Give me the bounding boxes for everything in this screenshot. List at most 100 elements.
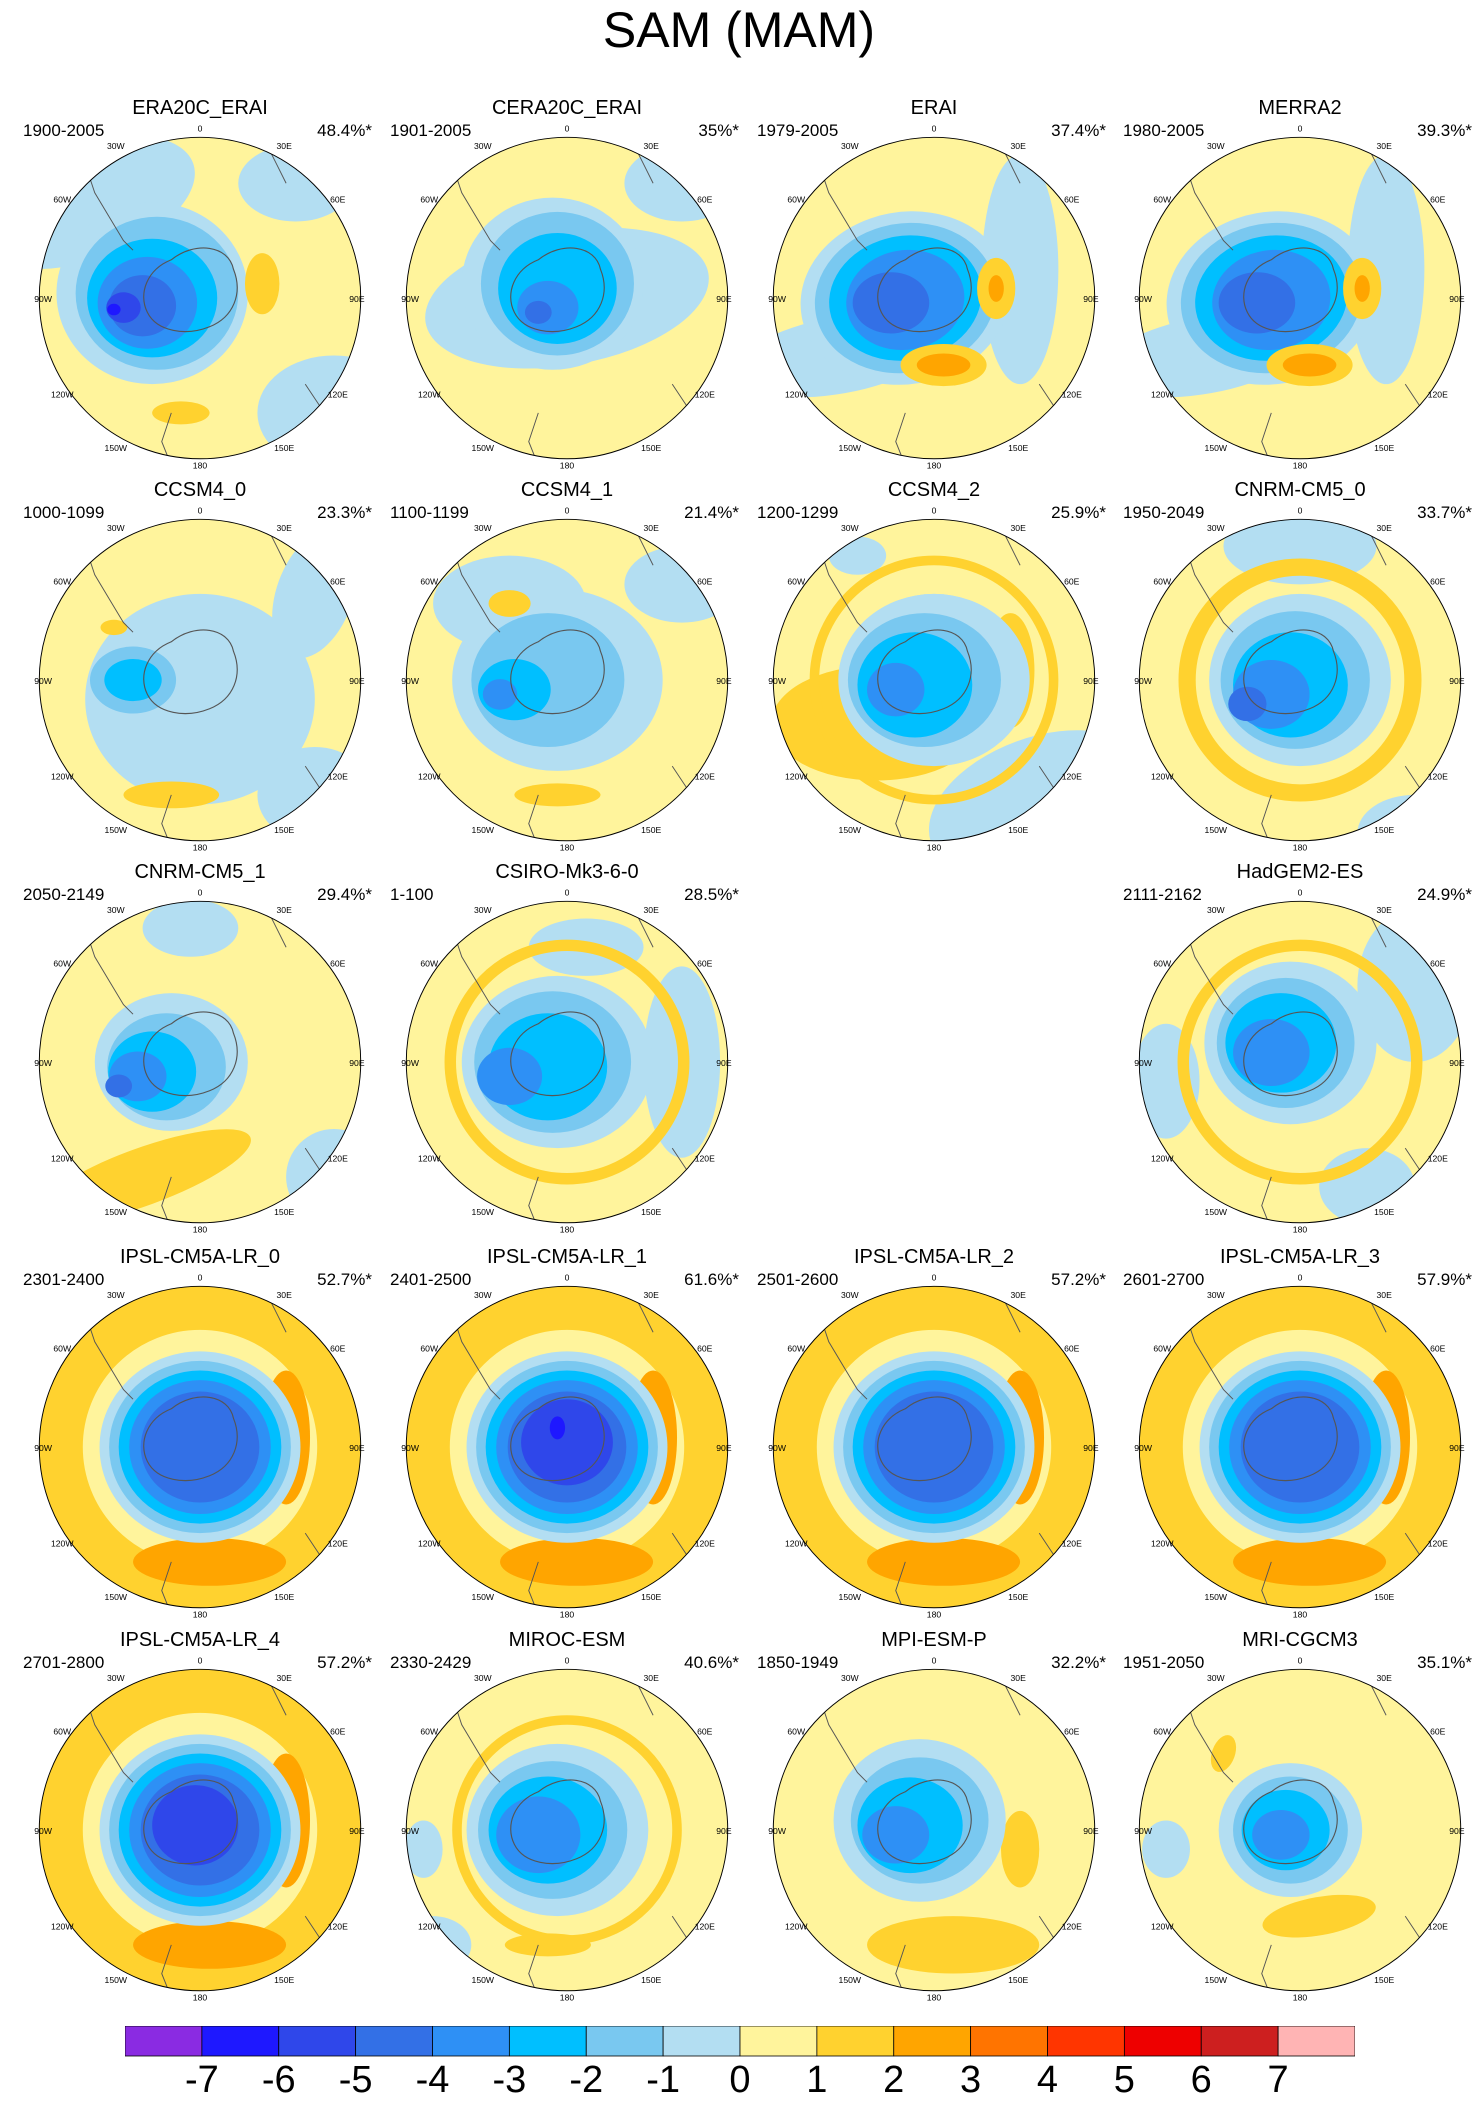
lon-label: 30W <box>841 141 860 151</box>
lon-label: 60E <box>330 1343 346 1353</box>
panel-title: ERAI <box>910 97 958 119</box>
polar-map: 0 30E 60E 90E 120E 150E 180 150W 120W 90W 60W 30W <box>1134 124 1465 471</box>
lon-label: 120W <box>1151 772 1174 782</box>
polar-map: 0 30E 60E 90E 120E 150E 180 150W 120W 90W 60W 30W <box>401 1656 732 2003</box>
lon-label: 150W <box>1205 1207 1228 1217</box>
lon-label: 30W <box>474 905 493 915</box>
lon-label: 30E <box>1377 141 1393 151</box>
lon-label: 120W <box>418 1154 441 1164</box>
lon-label: 30E <box>1377 1290 1393 1300</box>
lon-label: 120E <box>1428 1922 1448 1932</box>
lon-label: 150W <box>839 825 862 835</box>
lon-label: 120E <box>1428 1539 1448 1549</box>
lon-label: 180 <box>1293 1609 1308 1619</box>
panel-title: MIROC-ESM <box>508 1629 626 1651</box>
lon-label: 0 <box>932 1656 937 1666</box>
lon-label: 90E <box>349 676 365 686</box>
map-panel: IPSL-CM5A-LR_2 2501-2600 57.2%* 0 30E 60E 90E 1… <box>754 1245 1114 1625</box>
panel-variance: 52.7%* <box>317 1270 372 1289</box>
panel-period: 1951-2050 <box>1123 1653 1205 1672</box>
colorbar-swatch <box>970 2026 1048 2057</box>
panel-title: MERRA2 <box>1258 97 1342 119</box>
polar-map: 0 30E 60E 90E 120E 150E 180 150W 120W 90W 60W 30W <box>34 888 365 1235</box>
lon-label: 120W <box>1151 390 1174 400</box>
lon-label: 60W <box>787 1726 806 1736</box>
map-field <box>406 519 728 841</box>
lon-label: 60E <box>1430 194 1446 204</box>
lon-label: 60W <box>787 576 806 586</box>
lon-label: 60W <box>1153 1343 1172 1353</box>
lon-label: 150E <box>274 825 294 835</box>
lon-label: 90E <box>1449 1826 1465 1836</box>
lon-label: 30W <box>107 141 126 151</box>
lon-label: 90W <box>401 294 420 304</box>
lon-label: 120E <box>328 390 348 400</box>
lon-label: 30E <box>644 1290 660 1300</box>
lon-label: 150W <box>105 1592 128 1602</box>
lon-label: 0 <box>198 888 203 898</box>
panel-period: 2050-2149 <box>23 885 105 904</box>
lon-label: 30E <box>277 1290 293 1300</box>
map-border <box>38 136 362 460</box>
lon-label: 60W <box>420 194 439 204</box>
map-field <box>773 137 1095 459</box>
map-field <box>39 137 361 459</box>
colorbar-swatch <box>355 2026 433 2057</box>
lon-label: 150W <box>839 1592 862 1602</box>
lon-label: 150W <box>1205 1592 1228 1602</box>
lon-label: 150W <box>472 825 495 835</box>
polar-map: 0 30E 60E 90E 120E 150E 180 150W 120W 90W 60W 30W <box>401 506 732 853</box>
lon-label: 120W <box>51 772 74 782</box>
lon-label: 120E <box>328 1922 348 1932</box>
panel-period: 2111-2162 <box>1123 885 1202 904</box>
lon-label: 120E <box>1062 390 1082 400</box>
map-border <box>405 518 729 842</box>
lon-label: 150W <box>472 1592 495 1602</box>
lon-label: 0 <box>198 124 203 134</box>
lon-label: 150E <box>641 825 661 835</box>
lon-label: 180 <box>560 460 575 470</box>
colorbar-swatch <box>125 2026 203 2057</box>
panel-variance: 25.9%* <box>1051 503 1106 522</box>
lon-label: 180 <box>1293 842 1308 852</box>
lon-label: 180 <box>193 1992 208 2002</box>
panel-title: IPSL-CM5A-LR_2 <box>853 1246 1015 1268</box>
lon-label: 90E <box>1449 676 1465 686</box>
lon-label: 120E <box>1062 1539 1082 1549</box>
panel-variance: 24.9%* <box>1417 885 1472 904</box>
lon-label: 120W <box>418 1539 441 1549</box>
panel-title: CERA20C_ERAI <box>491 97 643 119</box>
lon-label: 150W <box>839 1975 862 1985</box>
colorbar-label: -3 <box>492 2059 526 2096</box>
lon-label: 30W <box>1207 905 1226 915</box>
colorbar-label: 4 <box>1037 2059 1058 2096</box>
lon-label: 60W <box>53 958 72 968</box>
lon-label: 150E <box>274 1592 294 1602</box>
map-field <box>406 901 728 1223</box>
lon-label: 30E <box>1011 1290 1027 1300</box>
lon-label: 60E <box>330 958 346 968</box>
lon-label: 150W <box>472 1975 495 1985</box>
lon-label: 30W <box>474 141 493 151</box>
colorbar-label: -4 <box>416 2059 450 2096</box>
colorbar-swatch <box>585 2026 664 2057</box>
polar-map: 0 30E 60E 90E 120E 150E 180 150W 120W 90W 60W 30W <box>768 1273 1099 1620</box>
panel-period: 1200-1299 <box>757 503 839 522</box>
lon-label: 0 <box>565 1273 570 1283</box>
lon-label: 30W <box>1207 1673 1226 1683</box>
lon-label: 90E <box>1449 294 1465 304</box>
panel-variance: 33.7%* <box>1417 503 1472 522</box>
lon-label: 150E <box>274 1975 294 1985</box>
lon-label: 0 <box>565 1656 570 1666</box>
lon-label: 180 <box>193 1609 208 1619</box>
lon-label: 120W <box>785 772 808 782</box>
map-field <box>406 1669 728 1991</box>
lon-label: 180 <box>560 842 575 852</box>
panel-period: 2401-2500 <box>390 1270 472 1289</box>
panel-period: 1979-2005 <box>757 121 839 140</box>
polar-map: 0 30E 60E 90E 120E 150E 180 150W 120W 90W 60W 30W <box>401 124 732 471</box>
map-border <box>772 518 1096 842</box>
lon-label: 180 <box>1293 1992 1308 2002</box>
lon-label: 90W <box>34 1058 53 1068</box>
lon-label: 180 <box>560 1992 575 2002</box>
